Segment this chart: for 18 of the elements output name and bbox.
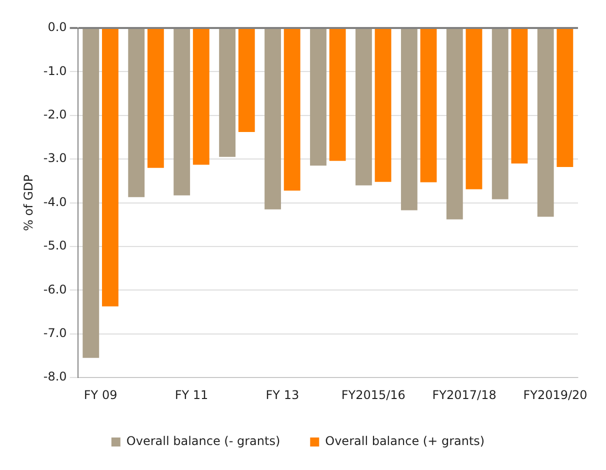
x-tick-label: FY 13: [266, 388, 300, 402]
legend-label: Overall balance (- grants): [126, 434, 280, 448]
x-tick-label: FY 09: [84, 388, 118, 402]
y-tick-label: -8.0: [43, 370, 67, 384]
x-tick-label: FY 11: [174, 388, 208, 402]
x-tick-label: FY2019/20: [523, 388, 588, 402]
y-tick-label: -4.0: [43, 194, 67, 209]
y-tick-label: -3.0: [43, 151, 67, 166]
y-tick-label: -1.0: [43, 64, 67, 78]
y-tick-label: -6.0: [43, 282, 67, 296]
y-tick-label: -5.0: [43, 238, 67, 253]
x-tick-label: FY2017/18: [432, 388, 496, 402]
y-tick-label: -2.0: [43, 108, 67, 122]
y-axis-title: % of GDP: [21, 174, 36, 231]
x-tick-label: FY2015/16: [341, 388, 406, 402]
y-tick-label: 0.0: [48, 20, 67, 34]
legend-label: Overall balance (+ grants): [325, 434, 485, 448]
y-tick-label: -7.0: [43, 326, 67, 340]
